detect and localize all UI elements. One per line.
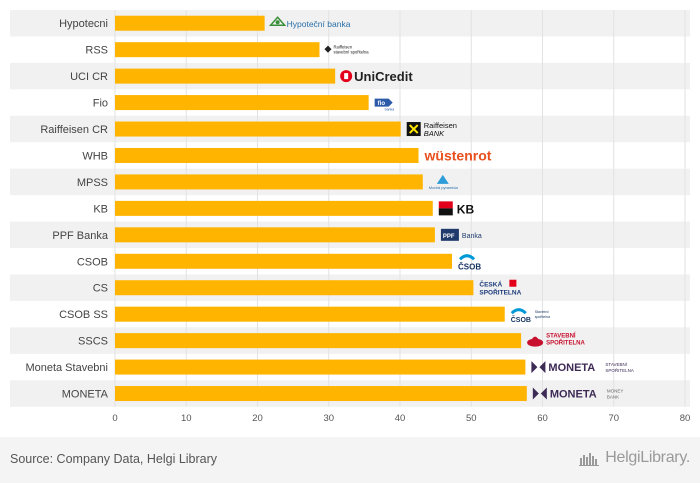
bar-fio[interactable] <box>115 95 369 111</box>
bar-csob-ss[interactable] <box>115 306 505 322</box>
ppf-logo: PPF Banka <box>440 228 482 241</box>
x-tick-labels: 0 10 20 30 40 50 60 70 80 <box>112 413 690 424</box>
svg-text:ČSOB: ČSOB <box>458 262 481 271</box>
category-label: CSOB SS <box>59 309 108 321</box>
svg-text:STAVEBNÍ: STAVEBNÍ <box>605 361 627 367</box>
svg-text:wüstenrot: wüstenrot <box>424 147 492 163</box>
bar-moneta[interactable] <box>115 386 527 402</box>
svg-text:fio: fio <box>378 101 386 107</box>
mpss-logo: Modrá pyramida <box>429 174 459 190</box>
svg-text:MONETA: MONETA <box>550 389 597 401</box>
footer: Source: Company Data, Helgi Library Helg… <box>0 437 700 483</box>
svg-text:KB: KB <box>457 202 475 216</box>
svg-text:SPOŘITELNA: SPOŘITELNA <box>605 366 634 373</box>
source-note: Source: Company Data, Helgi Library <box>10 452 218 466</box>
svg-text:banka: banka <box>385 108 395 112</box>
category-label: Raiffeisen CR <box>40 124 108 136</box>
x-tick-label: 50 <box>466 413 477 424</box>
svg-text:spořitelna: spořitelna <box>535 315 550 319</box>
bar-moneta-stavebni[interactable] <box>115 359 526 375</box>
category-label: SSCS <box>78 336 108 348</box>
brand-mark[interactable]: HelgiLibrary. <box>579 449 690 467</box>
category-label: CS <box>93 283 108 295</box>
bar-hypotecni[interactable] <box>115 15 265 31</box>
x-tick-label: 20 <box>252 413 263 424</box>
bar-sscs[interactable] <box>115 333 522 349</box>
bar-uci-cr[interactable] <box>115 68 336 84</box>
category-label: UCI CR <box>70 71 108 83</box>
brand-name: HelgiLibrary. <box>605 449 690 466</box>
x-tick-label: 60 <box>537 413 548 424</box>
svg-text:ČSOB: ČSOB <box>511 315 531 324</box>
bars <box>115 15 527 402</box>
svg-text:UniCredit: UniCredit <box>354 69 413 84</box>
svg-text:Raiffeisen: Raiffeisen <box>333 45 352 50</box>
svg-text:ČESKÁ: ČESKÁ <box>479 280 502 289</box>
svg-text:Modrá pyramida: Modrá pyramida <box>429 185 459 190</box>
x-tick-label: 10 <box>181 413 192 424</box>
svg-text:STAVEBNÍ: STAVEBNÍ <box>546 332 576 340</box>
category-label: KB <box>93 203 108 215</box>
kb-logo: KB <box>438 201 475 216</box>
bar-whb[interactable] <box>115 147 419 163</box>
x-tick-label: 80 <box>680 413 691 424</box>
csob-logo: ČSOB <box>458 254 481 271</box>
wustenrot-logo: wüstenrot <box>424 147 492 163</box>
category-label: Moneta Stavebni <box>25 362 108 374</box>
category-label: CSOB <box>77 256 108 268</box>
bar-raiffeisen-cr[interactable] <box>115 121 401 137</box>
svg-text:BANK: BANK <box>607 395 619 400</box>
unicredit-logo: UniCredit <box>340 69 413 84</box>
bar-rss[interactable] <box>115 42 320 58</box>
x-tick-label: 70 <box>608 413 619 424</box>
bar-mpss[interactable] <box>115 174 423 190</box>
bar-ppf-banka[interactable] <box>115 227 435 243</box>
svg-text:SPOŘITELNA: SPOŘITELNA <box>479 288 521 297</box>
svg-text:MONEY: MONEY <box>607 389 624 394</box>
svg-text:Banka: Banka <box>462 233 482 240</box>
library-icon <box>579 453 600 466</box>
svg-text:Stavební: Stavební <box>535 310 549 314</box>
svg-text:BANK: BANK <box>424 129 445 138</box>
category-labels: Hypotecni RSS UCI CR Fio Raiffeisen CR WHB MPS… <box>25 18 108 400</box>
category-label: PPF Banka <box>52 230 109 242</box>
svg-text:Raiffeisen: Raiffeisen <box>424 121 457 130</box>
category-label: Hypotecni <box>59 18 108 30</box>
category-label: MPSS <box>77 177 108 189</box>
bar-cs[interactable] <box>115 280 474 296</box>
svg-text:Hypoteční banka: Hypoteční banka <box>287 19 351 29</box>
svg-text:stavební spořitelna: stavební spořitelna <box>333 50 369 55</box>
bar-chart: Hypotecni RSS UCI CR Fio Raiffeisen CR WHB MPS… <box>10 10 690 424</box>
x-tick-label: 0 <box>112 413 117 424</box>
hypotecni-banka-logo: Hypoteční banka <box>268 16 351 29</box>
x-tick-label: 30 <box>323 413 334 424</box>
svg-text:PPF: PPF <box>443 234 455 240</box>
bar-kb[interactable] <box>115 200 433 216</box>
category-label: Fio <box>93 98 108 110</box>
x-tick-label: 40 <box>395 413 406 424</box>
category-label: RSS <box>85 45 108 57</box>
svg-text:SPOŘITELNA: SPOŘITELNA <box>546 339 585 347</box>
svg-text:MONETA: MONETA <box>548 362 595 374</box>
category-label: WHB <box>82 150 108 162</box>
bar-csob[interactable] <box>115 253 453 269</box>
category-label: MONETA <box>62 389 109 401</box>
